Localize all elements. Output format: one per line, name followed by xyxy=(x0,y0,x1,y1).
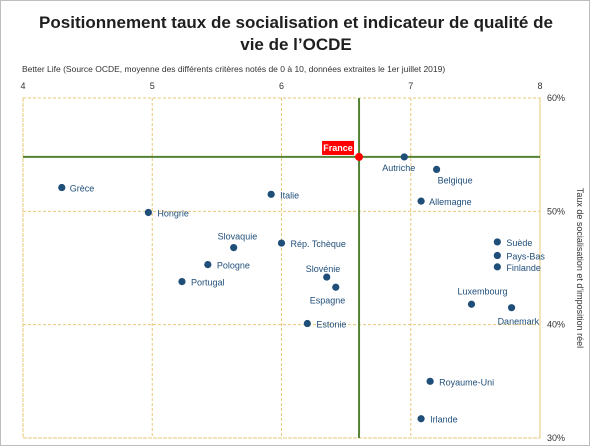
data-point xyxy=(277,239,286,247)
y-tick-label: 50% xyxy=(547,206,565,216)
data-point xyxy=(58,183,66,192)
chart-subtitle: Better Life (Source OCDE, moyenne des di… xyxy=(22,64,446,74)
france-label-box xyxy=(322,140,355,155)
chart-title-line2: vie de l’OCDE xyxy=(240,35,352,54)
data-point xyxy=(267,190,275,198)
data-label: Pays-Bas xyxy=(506,252,545,262)
data-label: Italie xyxy=(280,190,299,200)
y-tick-label: 40% xyxy=(547,320,565,330)
data-point xyxy=(426,377,434,385)
data-point xyxy=(303,319,311,328)
data-label: Danemark xyxy=(498,317,540,327)
y-tick-label: 60% xyxy=(547,93,565,103)
data-label: Hongrie xyxy=(157,208,189,218)
data-label: Estonie xyxy=(316,320,346,330)
data-point xyxy=(417,415,425,423)
data-point xyxy=(493,251,501,260)
data-label: Slovaquie xyxy=(218,232,258,242)
x-tick-label: 8 xyxy=(537,81,542,91)
data-label: Autriche xyxy=(382,163,415,173)
data-label: Espagne xyxy=(310,295,346,305)
data-label: Rép. Tchèque xyxy=(291,239,346,249)
chart-title-line1: Positionnement taux de socialisation et … xyxy=(39,13,553,32)
data-point xyxy=(417,197,425,205)
data-point xyxy=(493,263,501,271)
x-tick-label: 4 xyxy=(20,81,25,91)
data-label: Allemagne xyxy=(429,197,472,207)
data-point xyxy=(323,273,331,281)
data-label: Finlande xyxy=(506,263,541,273)
data-label: Portugal xyxy=(191,278,225,288)
x-tick-label: 7 xyxy=(408,81,413,91)
data-label: Slovénie xyxy=(306,264,341,274)
data-point xyxy=(493,238,501,246)
data-label: Luxembourg xyxy=(457,286,507,296)
data-label: Belgique xyxy=(438,175,473,185)
data-label: Suède xyxy=(506,238,532,248)
data-point xyxy=(400,153,408,161)
data-point xyxy=(204,261,212,269)
data-point xyxy=(144,208,152,217)
x-tick-label: 5 xyxy=(150,81,155,91)
data-label: Pologne xyxy=(217,261,250,271)
data-label: Irlande xyxy=(430,415,458,425)
data-point xyxy=(507,304,516,312)
data-point xyxy=(230,244,238,252)
data-point xyxy=(433,165,441,173)
data-point xyxy=(332,283,340,291)
data-point xyxy=(467,300,476,308)
data-label: Grèce xyxy=(70,184,95,194)
data-label: Royaume-Uni xyxy=(439,377,494,387)
france-label: France xyxy=(322,140,355,155)
data-point xyxy=(178,278,186,286)
data-point xyxy=(355,152,364,161)
y-axis-label: Taux de socialisation et d'imposition ré… xyxy=(575,188,585,348)
y-tick-label: 30% xyxy=(547,433,565,443)
france-label-text: France xyxy=(323,143,353,153)
x-tick-label: 6 xyxy=(279,81,284,91)
